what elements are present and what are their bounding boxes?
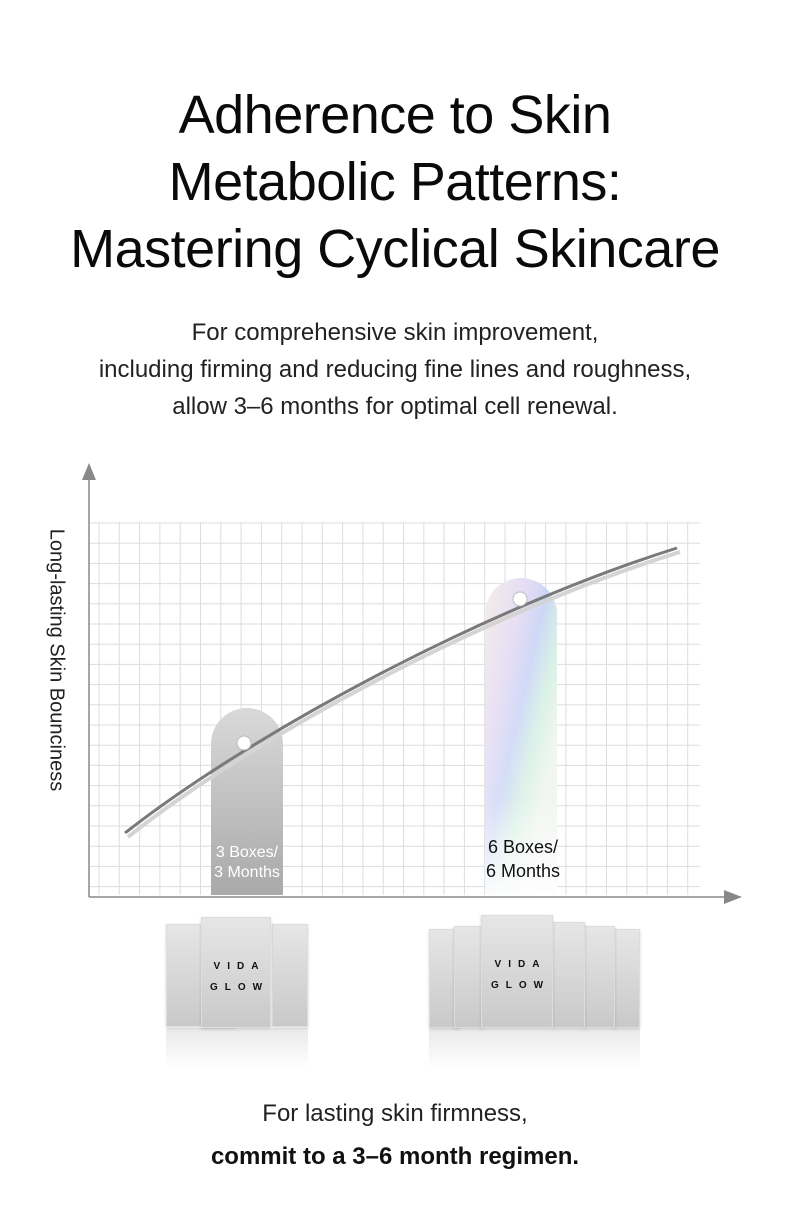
marker-label: 6 Months [486,861,560,881]
y-axis-label: Long-lasting Skin Bounciness [45,528,68,792]
marker-label: 3 Boxes/ [216,844,279,861]
product-box: VIDA GLOW [201,917,271,1028]
box-reflection [429,1028,640,1068]
title-line: Metabolic Patterns: [168,152,622,212]
y-axis-arrow-icon [82,463,96,480]
product-box [552,922,585,1028]
curve-shadow [126,550,681,839]
brand-logo: VIDA GLOW [209,961,270,993]
page-title: Adherence to Skin Metabolic Patterns: Ma… [0,82,790,283]
title-line: Adherence to Skin [178,85,612,145]
subtitle-line: including firming and reducing fine line… [98,356,692,383]
point-6-months [512,591,528,607]
product-box [583,926,615,1028]
footer-line-1: For lasting skin firmness, [262,1100,528,1127]
subtitle-line: allow 3–6 months for optimal cell renewa… [172,393,618,420]
subtitle: For comprehensive skin improvement, incl… [0,314,790,425]
box-reflection [166,1028,308,1068]
bar-6-months-sheen [485,578,557,895]
title-line: Mastering Cyclical Skincare [70,219,720,279]
product-box: VIDA GLOW [481,915,553,1028]
point-3-months [236,735,252,751]
bounciness-curve [124,546,678,835]
x-axis-arrow-icon [724,890,742,904]
bounciness-chart: 3 Boxes/ 3 Months 6 Boxes/ 6 Months [82,463,742,904]
product-box [454,926,484,1028]
bar-3-months [211,708,283,895]
subtitle-line: For comprehensive skin improvement, [191,319,599,346]
marker-label: 6 Boxes/ [488,837,558,857]
product-box [613,929,640,1028]
product-box [272,924,308,1027]
footer-line-2: commit to a 3–6 month regimen. [210,1143,580,1170]
marker-label: 3 Months [214,864,280,881]
brand-logo: VIDA GLOW [490,959,551,991]
